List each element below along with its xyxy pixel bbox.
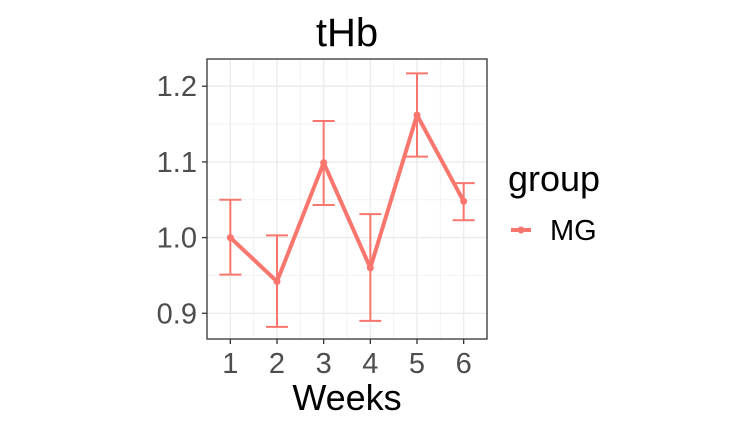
x-tick-label: 3 [316,348,332,380]
x-axis-title: Weeks [292,377,401,418]
x-tick-label: 5 [409,348,425,380]
legend-title: group [508,158,600,199]
data-point [413,111,421,119]
plot-panel: 0.9 1.0 1.1 1.2 1 2 3 4 5 6 [157,58,488,380]
plot-border [206,58,488,340]
legend-key-point [517,226,525,234]
data-point [320,159,328,167]
series-line-MG [228,113,466,284]
legend-label: MG [550,215,597,247]
y-tick-label: 1.1 [157,147,197,179]
y-tick-label: 1.2 [157,71,197,103]
x-tick-label: 1 [222,348,238,380]
legend: group MG [508,158,600,247]
x-tick-label: 4 [362,348,378,380]
x-tick-label: 6 [456,348,472,380]
data-point [460,197,468,205]
data-point [226,234,234,242]
y-tick-label: 1.0 [157,223,197,255]
y-tick-label: 0.9 [157,298,197,330]
chart-title: tHb [316,11,378,55]
data-point [273,277,281,285]
data-point [366,264,374,272]
x-tick-label: 2 [269,348,285,380]
